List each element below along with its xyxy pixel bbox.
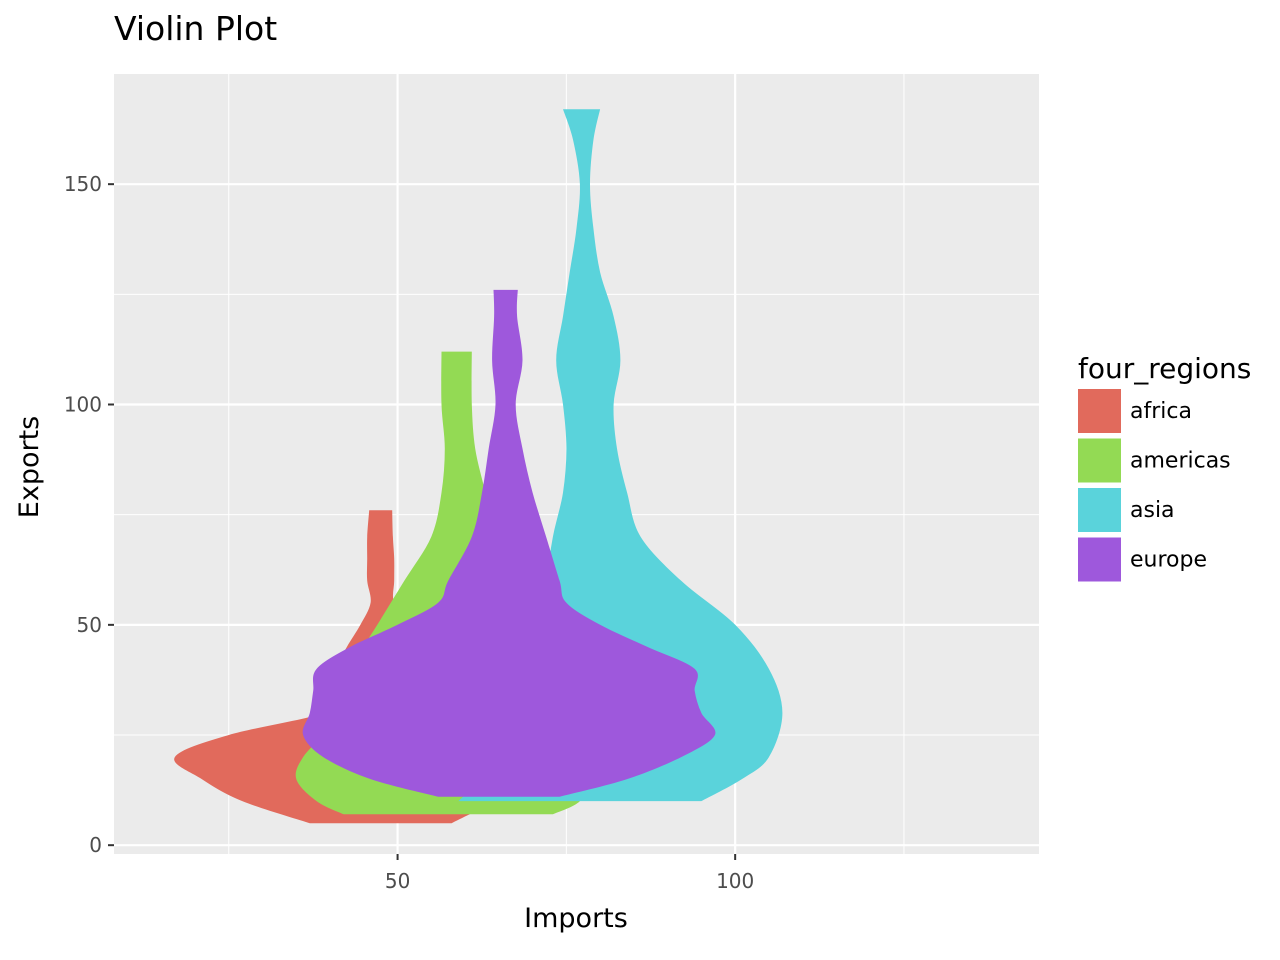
legend: four_regions africa americas asia europe bbox=[1078, 352, 1251, 582]
y-tick-label: 100 bbox=[64, 393, 102, 417]
y-tick-label: 50 bbox=[77, 613, 102, 637]
legend-label-asia: asia bbox=[1130, 498, 1175, 523]
legend-key-asia bbox=[1078, 488, 1121, 532]
y-axis-title: Exports bbox=[14, 416, 45, 518]
legend-key-americas bbox=[1078, 438, 1121, 483]
legend-label-europe: europe bbox=[1130, 548, 1207, 573]
legend-key-europe bbox=[1078, 537, 1121, 582]
legend-title: four_regions bbox=[1078, 352, 1251, 385]
chart-title: Violin Plot bbox=[114, 9, 277, 48]
violins bbox=[174, 109, 783, 824]
legend-label-africa: africa bbox=[1130, 399, 1192, 424]
x-tick-label: 50 bbox=[385, 869, 410, 893]
y-axis: 0 50 100 150 bbox=[64, 172, 114, 857]
legend-key-africa bbox=[1078, 389, 1121, 433]
legend-label-americas: americas bbox=[1130, 449, 1231, 474]
y-tick-label: 0 bbox=[89, 833, 102, 857]
violin-europe bbox=[302, 289, 716, 797]
y-tick-label: 150 bbox=[64, 172, 102, 196]
x-tick-label: 100 bbox=[716, 869, 754, 893]
x-axis: 50 100 bbox=[385, 854, 754, 893]
x-axis-title: Imports bbox=[524, 903, 628, 934]
